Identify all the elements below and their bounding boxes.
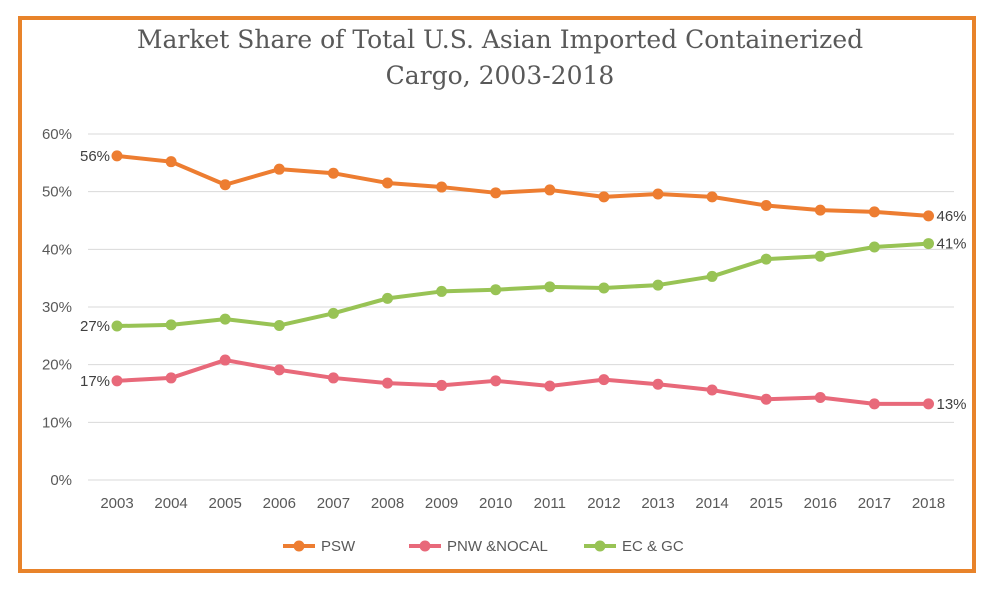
data-point <box>760 393 772 405</box>
data-point <box>652 378 664 390</box>
x-tick-label: 2018 <box>912 495 945 512</box>
legend-swatch-marker <box>594 540 606 552</box>
data-point <box>165 319 177 331</box>
x-tick-label: 2008 <box>371 495 404 512</box>
data-label: 46% <box>937 208 967 225</box>
data-point <box>544 380 556 392</box>
x-tick-label: 2005 <box>209 495 242 512</box>
data-point <box>436 285 448 297</box>
data-label: 56% <box>80 148 110 165</box>
x-tick-label: 2010 <box>479 495 512 512</box>
data-point <box>652 188 664 200</box>
data-point <box>760 200 772 212</box>
y-tick-label: 30% <box>42 299 72 316</box>
data-point <box>923 210 934 222</box>
y-tick-label: 60% <box>42 126 72 143</box>
data-point <box>868 241 880 253</box>
x-tick-label: 2006 <box>263 495 296 512</box>
x-tick-label: 2004 <box>154 495 187 512</box>
data-point <box>706 191 718 203</box>
data-point <box>490 284 502 296</box>
data-label: 41% <box>937 236 967 253</box>
chart-title: Market Share of Total U.S. Asian Importe… <box>0 22 1000 94</box>
data-point <box>273 364 285 376</box>
data-point <box>706 270 718 282</box>
legend-swatch-marker <box>293 540 305 552</box>
legend-label: PNW &NOCAL <box>447 538 548 555</box>
y-tick-label: 20% <box>42 357 72 374</box>
data-point <box>923 398 934 410</box>
data-point <box>111 320 123 332</box>
data-point <box>111 375 123 387</box>
y-tick-label: 10% <box>42 414 72 431</box>
data-point <box>544 184 556 196</box>
data-point <box>436 181 448 193</box>
data-point <box>868 206 880 218</box>
data-point <box>165 156 177 168</box>
data-point <box>598 282 610 294</box>
data-point <box>327 167 339 179</box>
data-point <box>814 204 826 216</box>
data-point <box>219 179 231 191</box>
legend-label: PSW <box>321 538 356 555</box>
data-point <box>219 313 231 325</box>
data-point <box>814 250 826 262</box>
data-point <box>490 187 502 199</box>
data-point <box>544 281 556 293</box>
data-point <box>273 163 285 175</box>
legend-swatch-marker <box>419 540 431 552</box>
chart-title-line2: Cargo, 2003-2018 <box>385 61 615 90</box>
y-tick-label: 40% <box>42 241 72 258</box>
data-point <box>382 177 393 189</box>
data-point <box>111 150 123 162</box>
x-tick-label: 2014 <box>695 495 728 512</box>
data-point <box>327 307 339 319</box>
data-label: 27% <box>80 318 110 335</box>
x-tick-label: 2009 <box>425 495 458 512</box>
data-point <box>598 191 610 203</box>
data-label: 13% <box>937 396 967 413</box>
data-point <box>273 319 285 331</box>
legend-label: EC & GC <box>622 538 684 555</box>
x-tick-label: 2015 <box>750 495 783 512</box>
series-line <box>116 241 929 329</box>
y-tick-label: 0% <box>50 472 72 489</box>
data-point <box>436 379 448 391</box>
data-point <box>165 372 177 384</box>
chart-title-line1: Market Share of Total U.S. Asian Importe… <box>136 25 864 54</box>
x-tick-label: 2011 <box>534 495 566 512</box>
data-point <box>923 238 934 250</box>
y-tick-label: 50% <box>42 184 72 201</box>
x-tick-label: 2003 <box>100 495 133 512</box>
x-tick-label: 2013 <box>641 495 674 512</box>
x-tick-label: 2012 <box>587 495 620 512</box>
x-tick-label: 2017 <box>858 495 891 512</box>
series-line <box>116 153 929 218</box>
x-tick-label: 2016 <box>804 495 837 512</box>
x-tick-label: 2007 <box>317 495 350 512</box>
data-point <box>814 392 826 404</box>
data-point <box>490 375 502 387</box>
data-point <box>652 279 664 291</box>
data-point <box>868 398 880 410</box>
data-point <box>706 384 718 396</box>
data-label: 17% <box>80 373 110 390</box>
data-point <box>327 372 339 384</box>
data-point <box>598 374 610 386</box>
series-line <box>116 358 929 406</box>
data-point <box>382 292 393 304</box>
data-point <box>382 377 393 389</box>
data-point <box>219 354 231 366</box>
data-point <box>760 253 772 265</box>
